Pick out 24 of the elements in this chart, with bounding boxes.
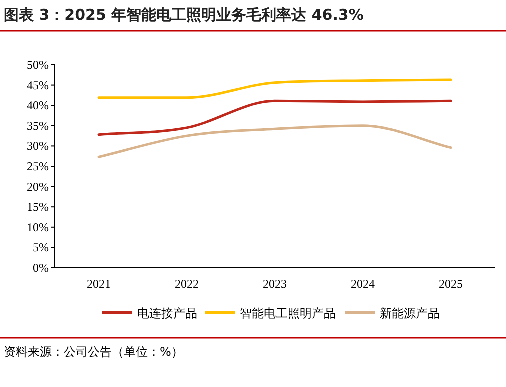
y-tick-label: 10% (27, 220, 49, 234)
y-tick-label: 45% (27, 78, 49, 92)
x-tick-label: 2025 (439, 277, 463, 291)
y-tick-label: 35% (27, 118, 49, 133)
y-tick-label: 20% (27, 180, 49, 194)
legend-label: 智能电工照明产品 (240, 306, 336, 320)
legend-label: 电连接产品 (138, 306, 198, 320)
line-series (98, 124, 452, 158)
y-tick-label: 0% (33, 261, 49, 275)
legend-label: 新能源产品 (380, 306, 440, 320)
y-tick-label: 40% (27, 98, 49, 113)
x-tick-label: 2022 (175, 277, 199, 291)
x-tick-label: 2023 (263, 277, 287, 291)
text: 资料来源：公司公告（单位：%） (4, 345, 184, 359)
x-tick-label: 2024 (351, 277, 375, 291)
chart-title: 图表 3：2025 年智能电工照明业务毛利率达 46.3% (4, 6, 364, 24)
line-series (98, 78, 452, 100)
y-tick-label: 5% (33, 240, 49, 255)
line-series (98, 100, 452, 136)
y-tick-label: 15% (27, 200, 49, 214)
y-tick-label: 50% (27, 58, 49, 72)
y-tick-label: 30% (27, 139, 49, 154)
y-tick-label: 25% (27, 160, 49, 174)
x-tick-label: 2021 (87, 277, 111, 291)
